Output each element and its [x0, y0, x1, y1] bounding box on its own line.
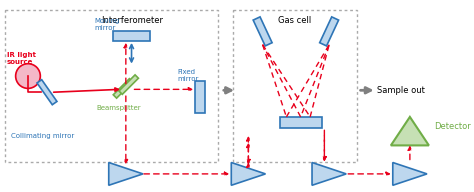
Text: Sample out: Sample out: [377, 86, 425, 95]
Polygon shape: [109, 162, 143, 185]
Text: Gas cell: Gas cell: [278, 16, 311, 25]
Text: Detector: Detector: [434, 122, 470, 131]
Text: Moving
mirror: Moving mirror: [94, 18, 120, 31]
Circle shape: [16, 64, 40, 88]
Text: Beamsplitter: Beamsplitter: [96, 105, 141, 111]
Text: Interferometer: Interferometer: [101, 16, 163, 25]
Polygon shape: [231, 162, 265, 185]
Text: IR light
source: IR light source: [7, 52, 36, 65]
Polygon shape: [312, 162, 346, 185]
Polygon shape: [391, 117, 429, 145]
Polygon shape: [37, 80, 57, 105]
Polygon shape: [393, 162, 427, 185]
Bar: [113, 31, 150, 41]
Bar: [195, 81, 205, 113]
Polygon shape: [253, 17, 272, 46]
Polygon shape: [113, 79, 133, 98]
Text: Collimating mirror: Collimating mirror: [11, 133, 74, 139]
Polygon shape: [319, 17, 338, 46]
Text: Fixed
mirror: Fixed mirror: [177, 69, 199, 82]
Bar: [280, 117, 321, 128]
Polygon shape: [119, 75, 138, 94]
